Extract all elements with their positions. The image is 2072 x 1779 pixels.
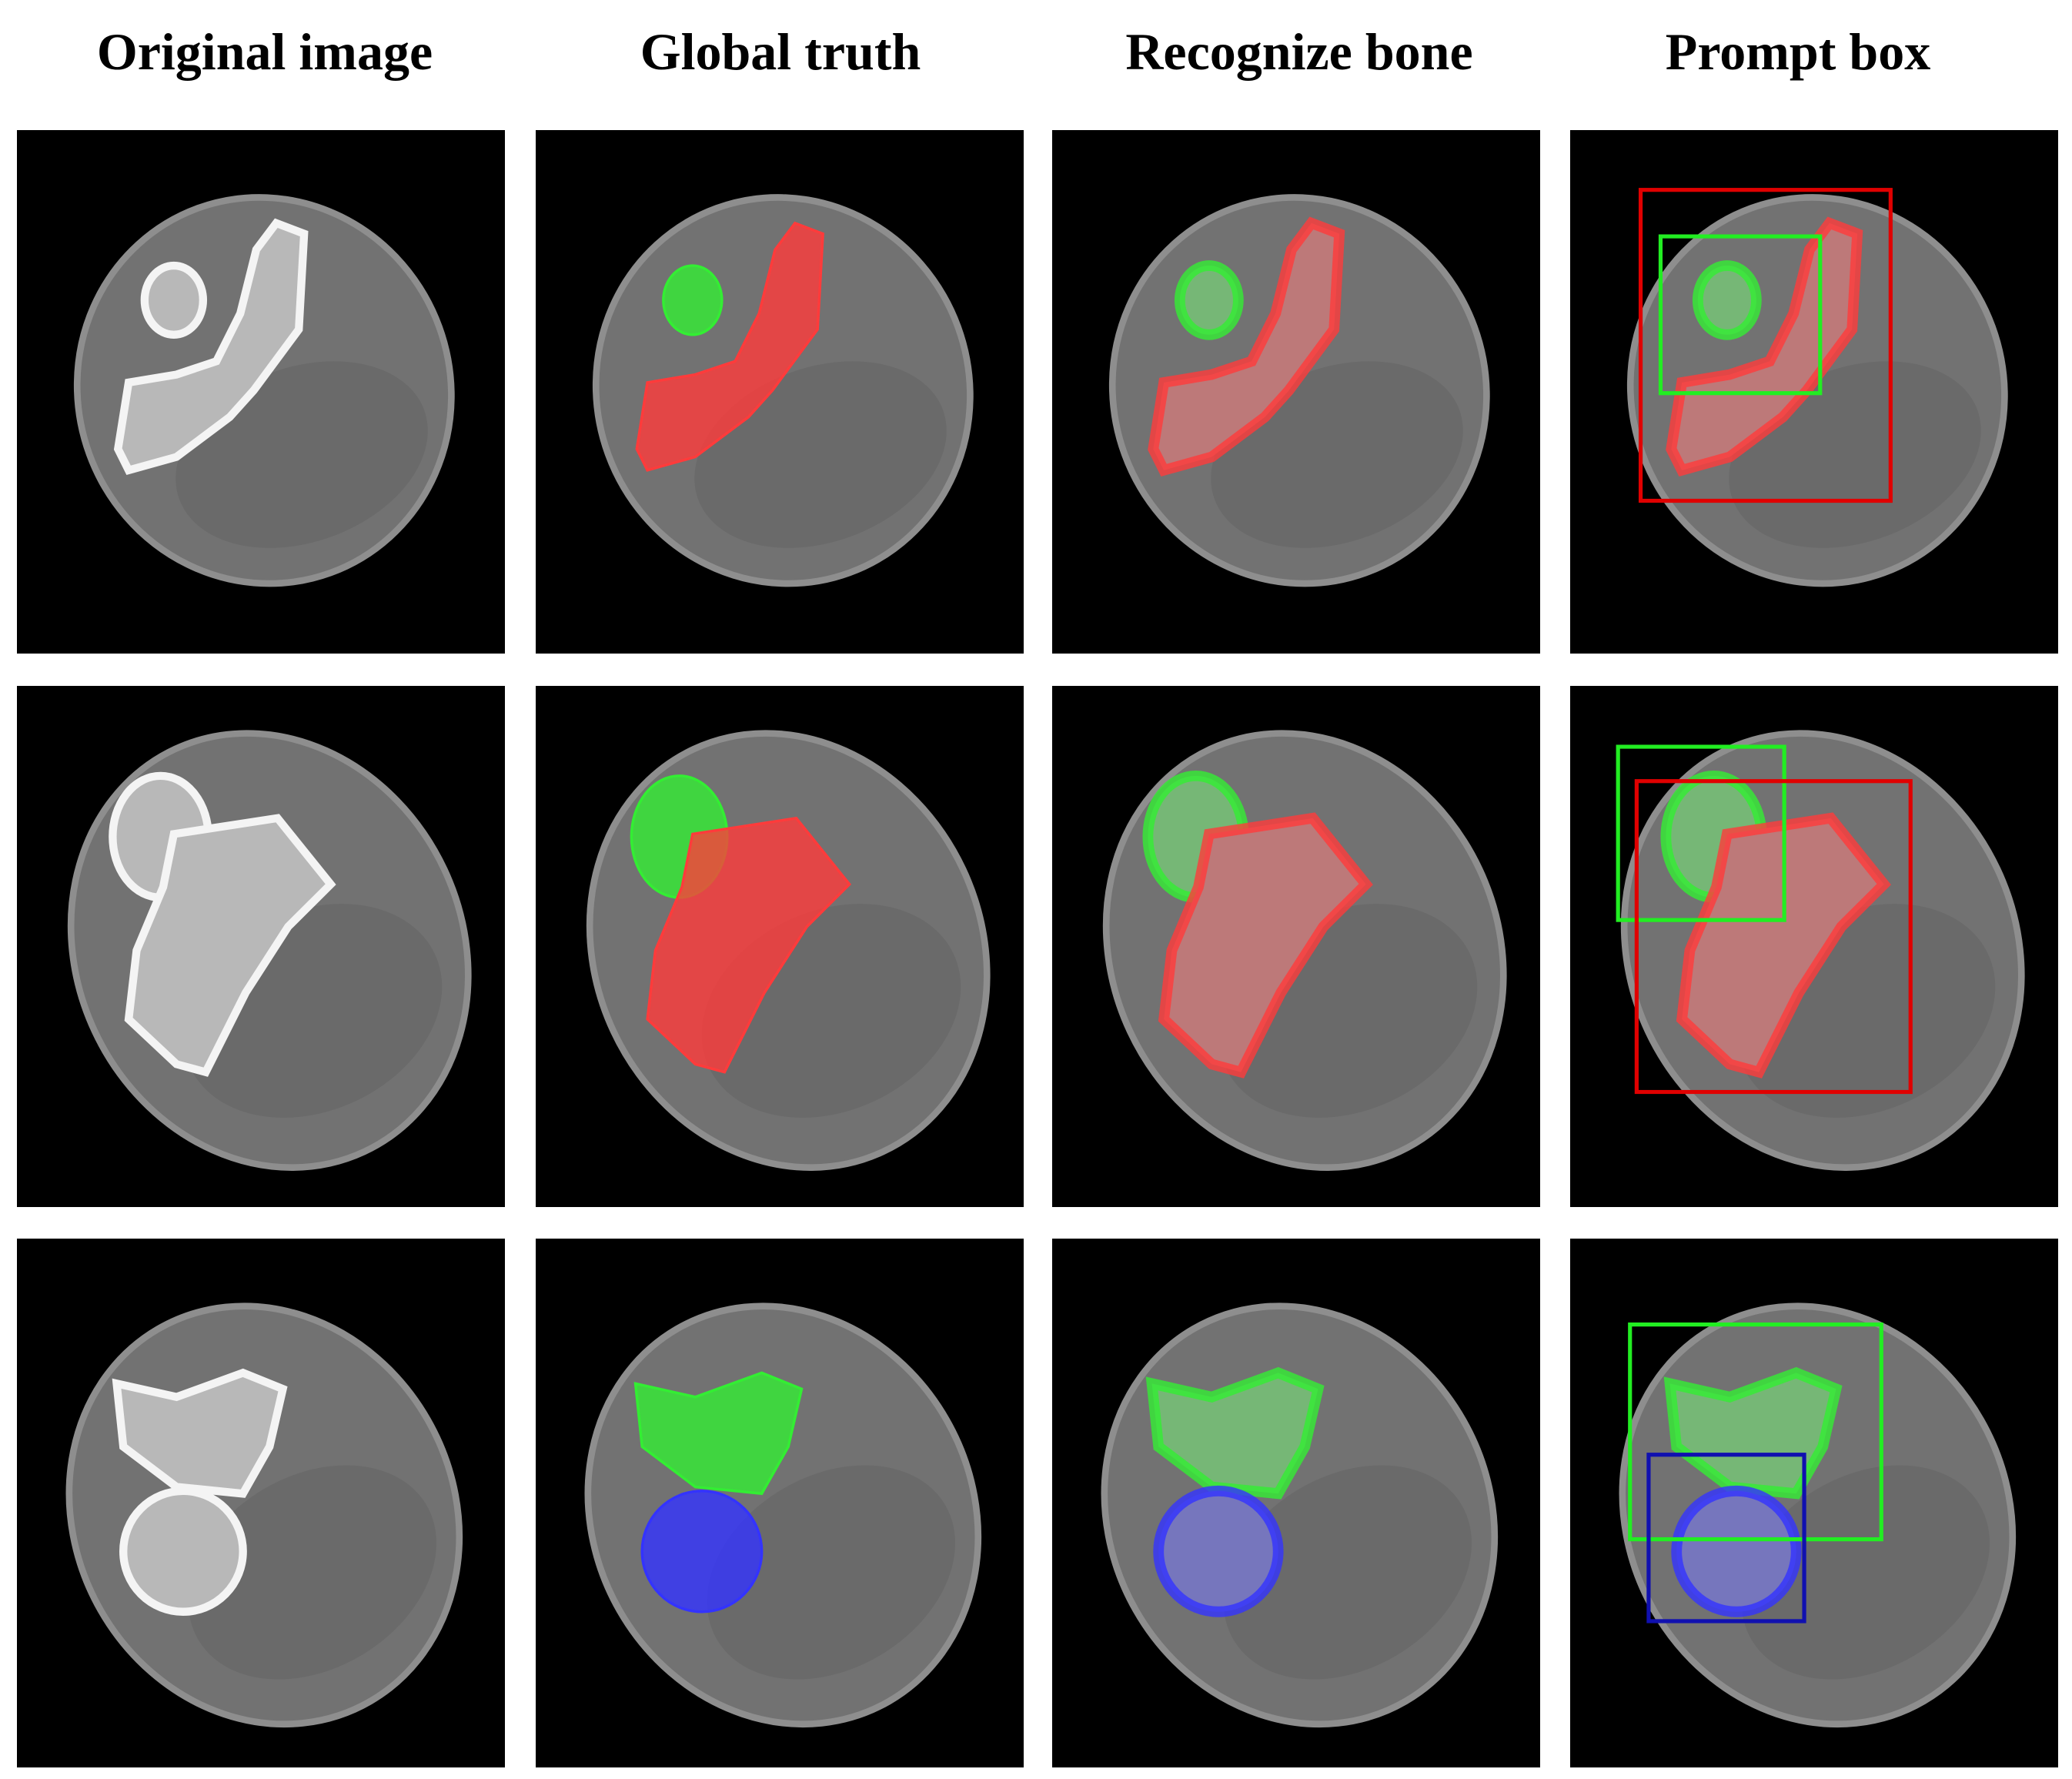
bone (1158, 1490, 1278, 1612)
bone-mask (635, 221, 824, 472)
bone-recognized (1671, 1485, 1802, 1617)
bone (1671, 222, 1858, 470)
bone-mask (646, 816, 852, 1074)
column-header: Recognize bone (1125, 22, 1472, 81)
bone-mask (640, 1490, 764, 1613)
prompt-box (1634, 779, 1913, 1095)
bone-recognized (1153, 1485, 1284, 1617)
ct-panel (1052, 1239, 1540, 1767)
bone (1682, 818, 1884, 1072)
ct-panel (17, 686, 505, 1207)
muscle-region (1223, 1465, 1472, 1680)
bone (1151, 1373, 1318, 1494)
muscle-region (707, 1465, 955, 1680)
bone (119, 1486, 247, 1616)
bone (1697, 266, 1756, 335)
bone-recognized (1145, 1366, 1325, 1500)
ct-panel (536, 130, 1024, 654)
ct-panel (17, 1239, 505, 1767)
bone-recognized (1692, 260, 1762, 340)
bone (1669, 1373, 1836, 1494)
bone-recognized (1663, 1366, 1843, 1500)
bone (140, 261, 208, 339)
ct-panel (1570, 1239, 2058, 1767)
bone (112, 1368, 288, 1498)
bone-recognized (1676, 812, 1891, 1078)
ct-panel (17, 130, 505, 654)
prompt-box (1646, 1453, 1806, 1624)
prompt-box (1616, 744, 1786, 922)
bone (1164, 818, 1366, 1072)
bone (1676, 1490, 1796, 1612)
ct-panel (1570, 686, 2058, 1207)
muscle-region (188, 1465, 436, 1680)
bone (113, 218, 309, 475)
ct-panel (536, 686, 1024, 1207)
prompt-box (1638, 188, 1893, 503)
prompt-box (1628, 1322, 1883, 1542)
bone-recognized (1174, 260, 1244, 340)
column-header: Prompt box (1666, 22, 1930, 81)
ct-panel (1052, 686, 1540, 1207)
bone (1153, 222, 1340, 470)
column-header: Original image (97, 22, 433, 81)
bone (1179, 266, 1238, 335)
bone-mask (662, 264, 724, 336)
ct-panel (1570, 130, 2058, 654)
bone-recognized (1158, 812, 1373, 1078)
column-header: Global truth (640, 22, 921, 81)
prompt-box (1658, 234, 1823, 396)
ct-panel (536, 1239, 1024, 1767)
bone-mask (633, 1371, 804, 1496)
ct-panel (1052, 130, 1540, 654)
bone (124, 814, 336, 1077)
bone-recognized (1666, 216, 1863, 477)
bone-recognized (1148, 216, 1345, 477)
